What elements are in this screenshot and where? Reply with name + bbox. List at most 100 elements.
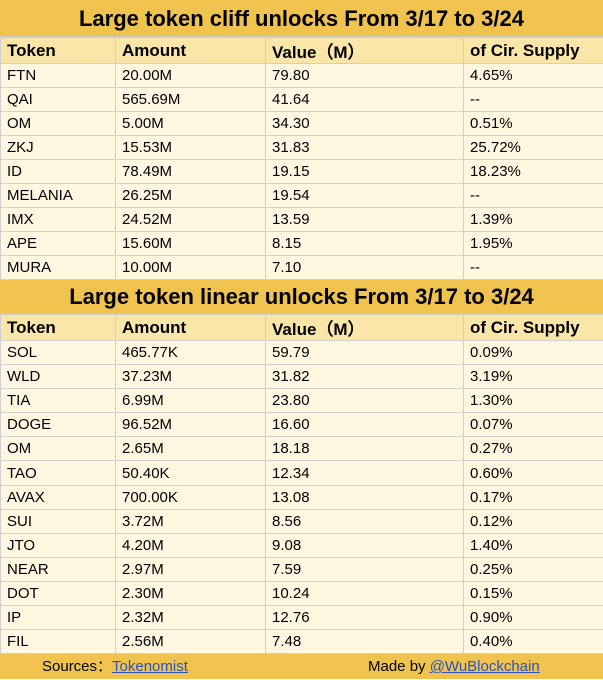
- supply-cell: --: [463, 255, 603, 280]
- token-cell: SOL: [0, 339, 116, 366]
- supply-cell: 0.40%: [463, 629, 603, 655]
- supply-cell: 0.17%: [463, 484, 603, 510]
- cliff-title: Large token cliff unlocks From 3/17 to 3…: [0, 0, 603, 37]
- supply-cell: 0.60%: [463, 460, 603, 486]
- supply-cell: 18.23%: [463, 159, 603, 184]
- amount-cell: 465.77K: [115, 339, 266, 366]
- supply-cell: 1.39%: [463, 207, 603, 232]
- value-cell: 16.60: [265, 412, 464, 438]
- token-cell: IP: [0, 605, 116, 631]
- token-cell: OM: [0, 111, 116, 136]
- supply-cell: 1.40%: [463, 532, 603, 558]
- value-cell: 31.83: [265, 135, 464, 160]
- token-cell: AVAX: [0, 484, 116, 510]
- table-row: QAI 565.69M 41.64 --: [0, 87, 603, 112]
- sources-link[interactable]: Tokenomist: [112, 658, 188, 675]
- made-by-link[interactable]: @WuBlockchain: [429, 658, 540, 675]
- amount-cell: 26.25M: [115, 183, 266, 208]
- value-cell: 41.64: [265, 87, 464, 112]
- amount-cell: 2.97M: [115, 556, 266, 582]
- token-cell: OM: [0, 436, 116, 462]
- supply-cell: --: [463, 183, 603, 208]
- token-cell: APE: [0, 231, 116, 256]
- amount-cell: 20.00M: [115, 63, 266, 88]
- value-cell: 12.76: [265, 605, 464, 631]
- token-cell: TAO: [0, 460, 116, 486]
- table-row: SUI 3.72M 8.56 0.12%: [0, 508, 603, 534]
- amount-cell: 3.72M: [115, 508, 266, 534]
- amount-cell: 2.65M: [115, 436, 266, 462]
- value-cell: 9.08: [265, 532, 464, 558]
- token-cell: SUI: [0, 508, 116, 534]
- table-row: TAO 50.40K 12.34 0.60%: [0, 460, 603, 486]
- col-value-header: Value（M）: [265, 37, 464, 64]
- made-by: Made by @WuBlockchain: [368, 654, 540, 679]
- token-cell: FTN: [0, 63, 116, 88]
- token-cell: DOT: [0, 580, 116, 607]
- token-cell: QAI: [0, 87, 116, 112]
- supply-cell: 4.65%: [463, 63, 603, 88]
- linear-header-row: Token Amount Value（M） of Cir. Supply: [0, 314, 603, 341]
- supply-cell: 3.19%: [463, 364, 603, 390]
- amount-cell: 78.49M: [115, 159, 266, 184]
- amount-cell: 6.99M: [115, 388, 266, 414]
- sources: Sources：Tokenomist: [42, 654, 188, 679]
- value-cell: 31.82: [265, 364, 464, 390]
- col-amount-header: Amount: [115, 37, 266, 64]
- value-cell: 79.80: [265, 63, 464, 88]
- value-cell: 7.59: [265, 556, 464, 582]
- amount-cell: 5.00M: [115, 111, 266, 136]
- supply-cell: --: [463, 87, 603, 112]
- value-cell: 7.48: [265, 629, 464, 655]
- value-cell: 12.34: [265, 460, 464, 486]
- amount-cell: 2.30M: [115, 580, 266, 607]
- token-cell: FIL: [0, 629, 116, 655]
- made-by-label: Made by: [368, 658, 430, 675]
- value-cell: 13.59: [265, 207, 464, 232]
- value-cell: 19.15: [265, 159, 464, 184]
- amount-cell: 96.52M: [115, 412, 266, 438]
- col-supply-header: of Cir. Supply: [463, 314, 603, 341]
- value-cell: 8.15: [265, 231, 464, 256]
- value-cell: 34.30: [265, 111, 464, 136]
- amount-cell: 4.20M: [115, 532, 266, 558]
- col-token-header: Token: [0, 37, 116, 64]
- value-cell: 13.08: [265, 484, 464, 510]
- amount-cell: 700.00K: [115, 484, 266, 510]
- value-cell: 19.54: [265, 183, 464, 208]
- amount-cell: 50.40K: [115, 460, 266, 486]
- table-row: DOGE 96.52M 16.60 0.07%: [0, 412, 603, 438]
- linear-table-body: SOL 465.77K 59.79 0.09% WLD 37.23M 31.82 3.19% T…: [0, 339, 603, 655]
- table-row: APE 15.60M 8.15 1.95%: [0, 231, 603, 256]
- amount-cell: 565.69M: [115, 87, 266, 112]
- table-row: IP 2.32M 12.76 0.90%: [0, 605, 603, 631]
- table-row: JTO 4.20M 9.08 1.40%: [0, 532, 603, 558]
- supply-cell: 0.12%: [463, 508, 603, 534]
- col-amount-header: Amount: [115, 314, 266, 341]
- supply-cell: 0.07%: [463, 412, 603, 438]
- token-cell: MURA: [0, 255, 116, 280]
- table-row: NEAR 2.97M 7.59 0.25%: [0, 556, 603, 582]
- table-row: IMX 24.52M 13.59 1.39%: [0, 207, 603, 232]
- table-row: WLD 37.23M 31.82 3.19%: [0, 364, 603, 390]
- col-supply-header: of Cir. Supply: [463, 37, 603, 64]
- supply-cell: 0.51%: [463, 111, 603, 136]
- token-cell: MELANIA: [0, 183, 116, 208]
- token-cell: JTO: [0, 532, 116, 558]
- token-cell: IMX: [0, 207, 116, 232]
- value-cell: 18.18: [265, 436, 464, 462]
- amount-cell: 24.52M: [115, 207, 266, 232]
- supply-cell: 25.72%: [463, 135, 603, 160]
- supply-cell: 1.30%: [463, 388, 603, 414]
- token-cell: NEAR: [0, 556, 116, 582]
- col-value-header: Value（M）: [265, 314, 464, 341]
- token-cell: ID: [0, 159, 116, 184]
- table-row: TIA 6.99M 23.80 1.30%: [0, 388, 603, 414]
- cliff-header-row: Token Amount Value（M） of Cir. Supply: [0, 37, 603, 64]
- token-cell: TIA: [0, 388, 116, 414]
- table-row: MELANIA 26.25M 19.54 --: [0, 183, 603, 208]
- value-cell: 7.10: [265, 255, 464, 280]
- table-row: OM 2.65M 18.18 0.27%: [0, 436, 603, 462]
- supply-cell: 0.15%: [463, 580, 603, 607]
